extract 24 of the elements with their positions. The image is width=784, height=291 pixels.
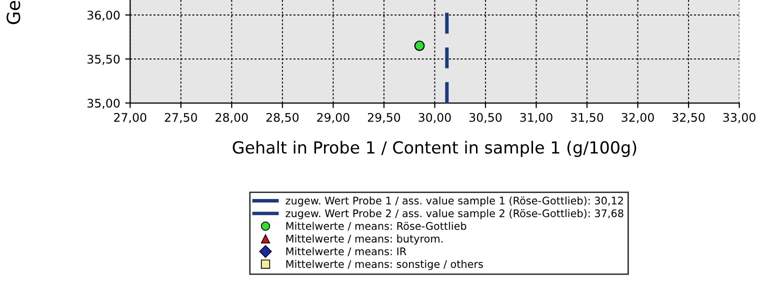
x-tick-label: 32,50: [672, 112, 705, 124]
y-tick-label: 35,50: [88, 54, 120, 65]
x-tick-label: 30,50: [469, 112, 502, 124]
legend-label: zugew. Wert Probe 2 / ass. value sample 2 (Röse-Gottlieb): 37,68: [286, 209, 624, 220]
x-tick-label: 32,00: [622, 112, 654, 124]
legend-label: Mittelwerte / means: butyrom.: [286, 234, 443, 245]
x-tick-label: 29,00: [317, 112, 350, 124]
x-tick-label: 30,00: [418, 112, 451, 124]
legend-label: Mittelwerte / means: Röse-Gottlieb: [286, 222, 466, 231]
y-tick-label: 36,00: [88, 10, 120, 21]
x-tick-label: 31,00: [520, 112, 552, 124]
x-tick-label: 31,50: [571, 112, 604, 124]
x-tick-label: 28,50: [266, 112, 299, 124]
x-tick-label: 33,00: [723, 112, 756, 124]
legend-label: Mittelwerte / means: sonstige / others: [286, 260, 483, 270]
x-axis-title: Gehalt in Probe 1 / Content in sample 1 (g/100g): [232, 140, 636, 157]
x-tick-label: 27,50: [164, 112, 198, 124]
x-tick-label: 29,50: [368, 112, 400, 124]
legend-label: zugew. Wert Probe 1 / ass. value sample 1 (Röse-Gottlieb): 30,12: [286, 196, 623, 207]
legend-label: Mittelwerte / means: IR: [286, 247, 406, 256]
y-tick-label: 35,00: [88, 98, 120, 109]
x-tick-label: 28,00: [216, 112, 248, 124]
y-axis-title: Ge: [6, 0, 20, 24]
x-tick-label: 27,00: [114, 112, 146, 124]
